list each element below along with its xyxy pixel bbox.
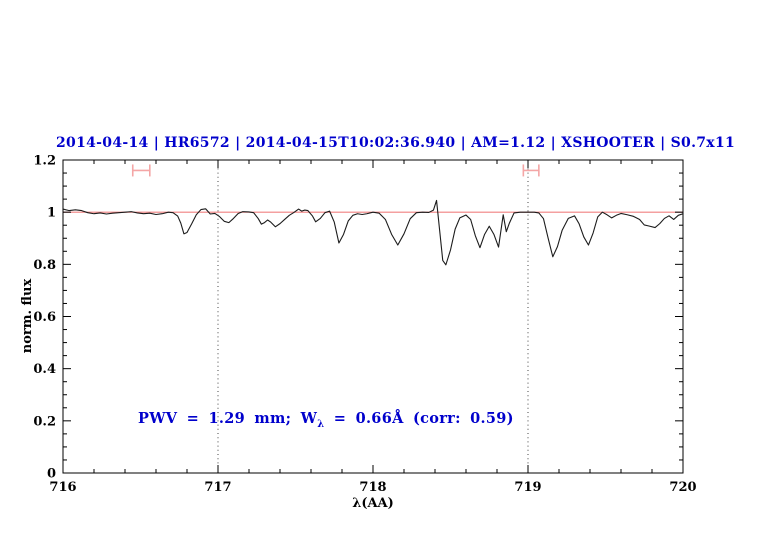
y-axis-label: norm. flux: [20, 278, 35, 354]
pwv-annotation-prefix: PWV = 1.29 mm; W: [138, 410, 318, 427]
pwv-annotation-subscript: λ: [317, 418, 325, 430]
y-tick-label: 0: [47, 467, 56, 482]
y-tick-label: 0.8: [33, 258, 56, 273]
y-tick-label: 1: [47, 206, 56, 221]
x-tick-label: 717: [204, 480, 231, 495]
x-tick-label: 719: [514, 480, 541, 495]
pwv-annotation: PWV = 1.29 mm; Wλ = 0.66Å (corr: 0.59): [138, 410, 514, 430]
y-tick-label: 0.2: [33, 414, 56, 429]
y-tick-label: 1.2: [33, 154, 56, 169]
y-tick-label: 0.6: [33, 310, 56, 325]
x-tick-label: 720: [669, 480, 696, 495]
plot-title: 2014-04-14 | HR6572 | 2014-04-15T10:02:3…: [56, 135, 736, 151]
y-tick-label: 0.4: [33, 362, 56, 377]
x-tick-label: 716: [49, 480, 76, 495]
x-tick-label: 718: [359, 480, 386, 495]
x-axis-label: λ(AA): [352, 496, 394, 511]
spectrum-line: [62, 199, 684, 266]
pwv-annotation-suffix: = 0.66Å (corr: 0.59): [324, 410, 514, 427]
